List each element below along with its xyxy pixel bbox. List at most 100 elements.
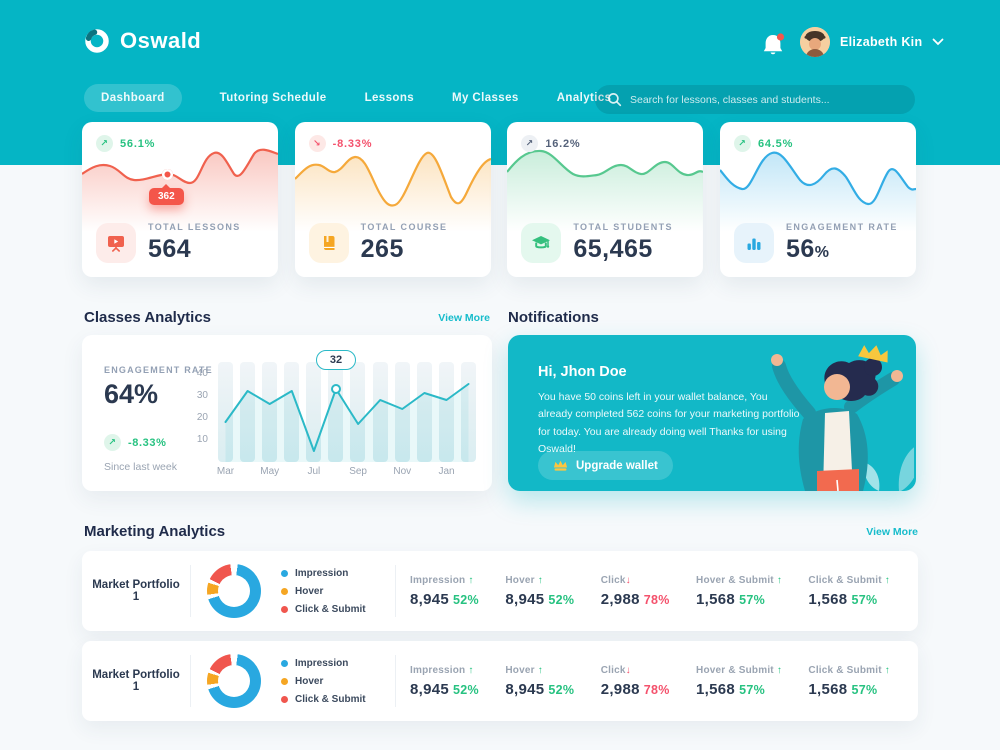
- trend-value: 56.1%: [120, 137, 156, 150]
- trend-up-icon: ↗: [104, 434, 121, 451]
- stat-hover: Hover ↑ 8,945 52%: [505, 664, 575, 698]
- unread-dot: [776, 33, 785, 41]
- crown-icon: [553, 460, 568, 471]
- logo-text: Oswald: [120, 28, 202, 53]
- donut-legend: Impression Hover Click & Submit: [281, 658, 389, 705]
- divider: [395, 565, 396, 617]
- trend-badge: ↘ -8.33%: [308, 135, 373, 152]
- portfolio-name: Market Portfolio 1: [92, 669, 180, 693]
- up-arrow-icon: ↑: [776, 664, 783, 676]
- down-arrow-icon: ↓: [625, 574, 631, 586]
- trend-up-icon: ↗: [96, 135, 113, 152]
- nav-lessons[interactable]: Lessons: [364, 92, 415, 104]
- stat-impression: Impression ↑ 8,945 52%: [410, 574, 479, 608]
- trend-up-icon: ↗: [521, 135, 539, 152]
- trend-note: Since last week: [104, 461, 177, 473]
- divider: [190, 655, 191, 707]
- classes-trend-value: -8.33%: [128, 436, 167, 449]
- stat-label: TOTAL LESSONS: [148, 222, 241, 232]
- down-arrow-icon: ↓: [625, 664, 631, 676]
- stat-value: 564: [148, 235, 192, 263]
- up-arrow-icon: ↑: [776, 574, 783, 586]
- stat-click: Click↓ 2,988 78%: [600, 574, 670, 608]
- notification-message: You have 50 coins left in your wallet ba…: [538, 391, 800, 455]
- classes-view-more-link[interactable]: View More: [438, 312, 490, 324]
- divider: [395, 655, 396, 707]
- trend-value: 16.2%: [545, 137, 581, 150]
- nav-analytics[interactable]: Analytics: [556, 92, 612, 104]
- engagement-line-chart: 40 30 20 10 32 Mar May Jul Sep Nov: [197, 350, 476, 477]
- stat-card-total-course: ↘ -8.33%: [294, 122, 491, 277]
- notifications-bell-button[interactable]: [762, 32, 786, 58]
- trend-down-icon: ↘: [308, 135, 326, 152]
- stat-impression: Impression ↑ 8,945 52%: [410, 664, 479, 698]
- stat-click: Click↓ 2,988 78%: [600, 664, 670, 698]
- presentation-icon: [96, 223, 136, 263]
- greeting-text: Hi, Jhon Doe: [538, 364, 627, 380]
- logo-icon: [85, 29, 109, 53]
- stat-card-engagement-rate: ↗ 64.5%: [719, 122, 916, 277]
- stat-card-total-students: ↗ 16.2%: [507, 122, 704, 277]
- classes-analytics-title: Classes Analytics: [84, 309, 212, 326]
- stat-cards: ↗ 56.1% 362: [82, 122, 916, 277]
- stat-click-submit: Click & Submit ↑ 1,568 57%: [808, 574, 890, 608]
- value-tooltip: 362: [149, 184, 184, 205]
- classes-trend-badge: ↗ -8.33%: [104, 434, 166, 451]
- up-arrow-icon: ↑: [468, 574, 474, 586]
- donut-legend: Impression Hover Click & Submit: [281, 568, 389, 615]
- user-menu[interactable]: Elizabeth Kin: [800, 27, 944, 57]
- book-icon: [308, 223, 349, 263]
- students-sparkline: [507, 149, 704, 232]
- upgrade-wallet-label: Upgrade wallet: [576, 459, 658, 472]
- engagement-rate-label: ENGAGEMENT RATE: [104, 365, 213, 375]
- nav-dashboard[interactable]: Dashboard: [84, 84, 182, 112]
- up-arrow-icon: ↑: [468, 664, 474, 676]
- chevron-down-icon: [932, 38, 944, 46]
- notification-card: Hi, Jhon Doe You have 50 coins left in y…: [508, 335, 916, 491]
- marketing-analytics-title: Marketing Analytics: [84, 523, 226, 540]
- stat-label: TOTAL COURSE: [360, 222, 448, 232]
- line-chart-svg: [224, 383, 470, 462]
- stat-label: ENGAGEMENT RATE: [785, 222, 898, 232]
- celebration-illustration: [771, 345, 914, 491]
- trend-value: 64.5%: [757, 137, 794, 150]
- search-input[interactable]: [630, 93, 903, 106]
- search-bar[interactable]: [595, 85, 915, 114]
- stat-hover-submit: Hover & Submit ↑ 1,568 57%: [696, 574, 783, 608]
- up-arrow-icon: ↑: [884, 664, 890, 676]
- stat-click-submit: Click & Submit ↑ 1,568 57%: [808, 664, 890, 698]
- portfolio-donut-chart: [207, 654, 261, 708]
- trend-badge: ↗ 64.5%: [733, 135, 794, 152]
- impression-dot: [281, 659, 288, 667]
- up-arrow-icon: ↑: [884, 574, 890, 586]
- trend-badge: ↗ 56.1%: [96, 135, 155, 152]
- stat-value: 265: [360, 235, 404, 263]
- trend-value: -8.33%: [332, 137, 373, 150]
- avatar: [800, 27, 830, 57]
- user-name: Elizabeth Kin: [840, 35, 923, 49]
- divider: [190, 565, 191, 617]
- trend-badge: ↗ 16.2%: [521, 135, 580, 152]
- upgrade-wallet-button[interactable]: Upgrade wallet: [538, 451, 673, 480]
- stat-card-total-lessons: ↗ 56.1% 362: [82, 122, 278, 277]
- click-submit-dot: [281, 605, 288, 613]
- marketing-view-more-link[interactable]: View More: [866, 526, 918, 538]
- portfolio-donut-chart: [207, 564, 261, 618]
- stat-hover: Hover ↑ 8,945 52%: [505, 574, 575, 608]
- engagement-rate-value: 64%: [104, 379, 159, 409]
- chart-callout: 32: [316, 350, 356, 370]
- main-nav: Dashboard Tutoring Schedule Lessons My C…: [84, 84, 611, 112]
- trend-up-icon: ↗: [733, 135, 751, 152]
- portfolio-name: Market Portfolio 1: [92, 579, 180, 603]
- stat-label: TOTAL STUDENTS: [573, 222, 673, 232]
- hover-dot: [281, 587, 288, 595]
- data-point-marker: [162, 169, 173, 180]
- logo[interactable]: Oswald: [84, 28, 201, 54]
- notifications-title: Notifications: [508, 309, 599, 326]
- engagement-sparkline: [719, 151, 916, 232]
- course-sparkline: [294, 151, 491, 232]
- nav-tutoring-schedule[interactable]: Tutoring Schedule: [219, 92, 327, 104]
- marketing-row: Market Portfolio 1 Impression Hover Clic…: [82, 551, 918, 631]
- nav-my-classes[interactable]: My Classes: [452, 92, 519, 104]
